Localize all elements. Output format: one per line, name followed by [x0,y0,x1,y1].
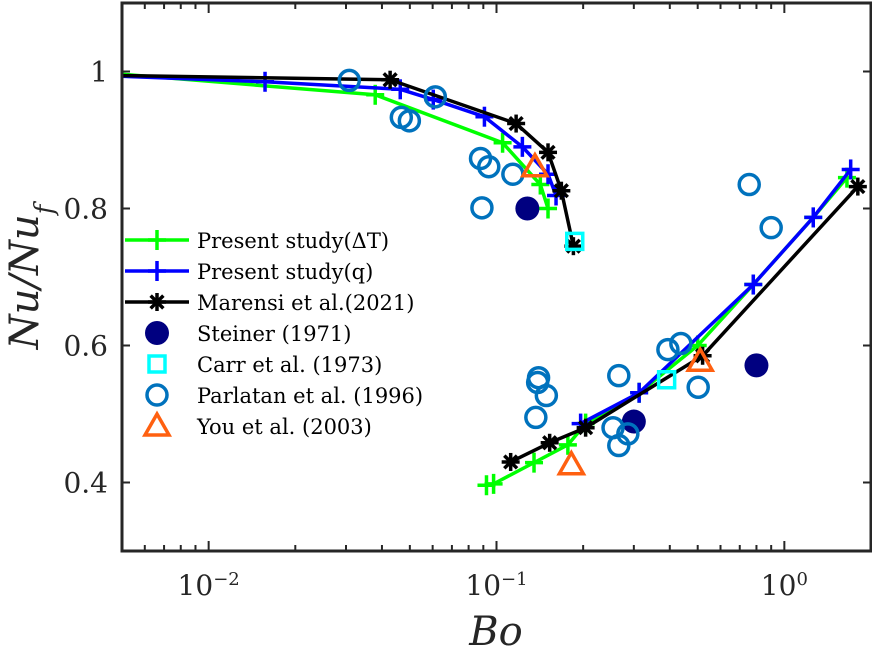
legend-item: Carr et al. (1973) [147,353,382,377]
data-point [685,345,716,373]
data-point [513,136,532,157]
data-point [507,114,526,133]
y-tick-label: 1 [90,56,108,89]
legend-marker [147,354,167,374]
data-point [804,207,823,228]
legend-label: Parlatan et al. (1996) [197,384,423,408]
data-point [423,85,448,109]
data-point [621,409,646,434]
legend-item: Marensi et al.(2021) [125,291,414,315]
legend-label: Carr et al. (1973) [197,353,382,377]
legend-label: Present study(q) [197,260,373,284]
data-point [515,196,540,221]
data-point [539,143,558,162]
data-point [501,452,520,471]
series-parlatan-et-al-1996 [337,68,783,458]
legend-marker [145,321,169,345]
data-point [539,198,558,219]
data-point [669,331,693,356]
data-point [534,383,559,408]
data-point [531,174,550,195]
legend-item: Parlatan et al. (1996) [145,383,423,408]
data-point [524,405,548,430]
plot-area [121,68,867,496]
data-point [737,172,761,197]
data-point [493,132,512,153]
x-axis-label: Bo [468,609,522,655]
y-axis-label: Nu/Nuf [2,200,60,350]
data-point [558,434,577,455]
data-point [744,274,763,295]
tick-labels: 10−2 10−1 100 0.4 0.6 0.8 1 [63,56,807,603]
data-point [519,151,550,178]
data-point [470,196,494,220]
y-tick-label: 0.4 [63,467,108,500]
legend-item: You et al. (2003) [141,410,372,439]
legend-marker [148,230,166,250]
data-point [841,159,860,180]
series-carr-et-al-1973 [564,231,677,390]
data-point [656,370,677,390]
legend-marker [148,261,166,281]
legend: Present study(ΔT) Present study(q) Marensi… [125,229,423,439]
data-point [552,181,571,200]
x-tick-label: 10−1 [465,569,527,603]
x-tick-label: 100 [761,569,808,603]
legend-label: Marensi et al.(2021) [197,291,414,315]
data-point [256,71,275,92]
data-point [607,363,631,388]
data-point [525,452,544,473]
y-tick-label: 0.8 [63,193,108,226]
data-point [540,433,559,452]
data-point [475,106,494,127]
data-point [381,70,400,89]
data-point [556,449,587,476]
series-line [121,73,576,247]
legend-marker [148,293,166,311]
legend-marker [145,383,169,407]
legend-label: Steiner (1971) [197,322,351,346]
data-point [656,337,680,362]
data-point [848,177,867,196]
series-steiner-1971 [515,196,769,434]
legend-marker [141,410,173,437]
data-point [484,473,503,494]
data-point [477,154,501,179]
data-point [759,215,783,240]
data-point [607,433,631,458]
legend-item: Present study(q) [125,260,373,284]
data-point [337,68,362,93]
series-line [121,72,550,210]
legend-label: You et al. (2003) [196,415,372,439]
data-point [564,231,585,252]
data-point [686,375,710,400]
axis-ticks [121,3,872,551]
series-line [486,176,849,487]
x-tick-label: 10−2 [178,569,240,603]
series-marensi-et-al-2021 [121,70,867,471]
data-point [501,162,525,186]
data-point [397,109,422,133]
y-tick-label: 0.6 [63,330,108,363]
data-point [576,418,595,437]
data-point [744,353,769,378]
legend-item: Present study(ΔT) [125,229,389,253]
legend-label: Present study(ΔT) [197,229,389,253]
series-you-et-al-2003 [519,151,716,476]
legend-item: Steiner (1971) [145,321,351,346]
